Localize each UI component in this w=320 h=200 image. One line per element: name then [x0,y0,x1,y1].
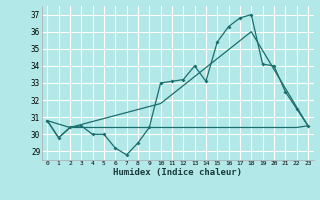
X-axis label: Humidex (Indice chaleur): Humidex (Indice chaleur) [113,168,242,177]
